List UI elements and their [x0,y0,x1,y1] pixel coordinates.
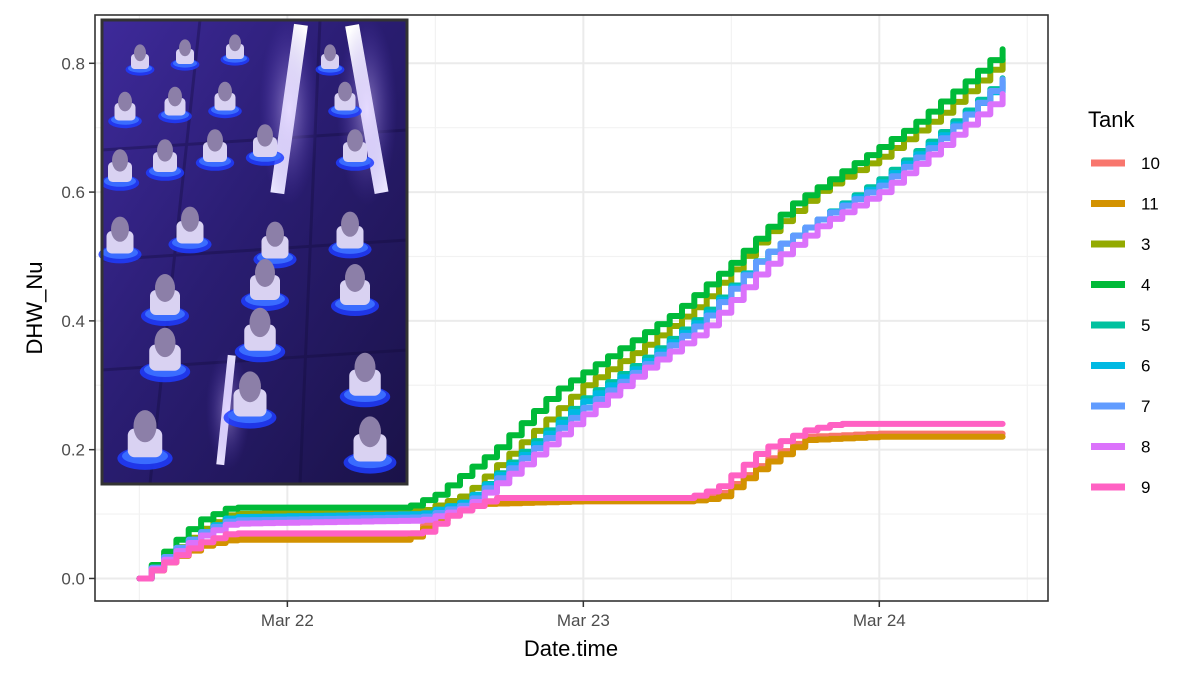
coral-plug [331,264,379,316]
series-layer [136,46,1006,582]
legend-label-tank-9: 9 [1141,478,1150,497]
y-tick-label: 0.6 [61,183,85,202]
series-line-tank-7 [136,76,1006,582]
coral-plug [141,274,189,326]
y-tick-label: 0.2 [61,441,85,460]
y-axis: 0.0 0.2 0.4 0.6 0.8 [61,54,95,588]
coral-plug [343,416,397,474]
coral-plug [315,44,345,76]
series-line-tank-8 [136,91,1006,582]
legend-label-tank-7: 7 [1141,397,1150,416]
legend-label-tank-11: 11 [1141,195,1159,214]
y-axis-title: DHW_Nu [22,262,47,355]
legend-label-tank-3: 3 [1141,235,1150,254]
x-tick-label: Mar 22 [261,611,314,630]
series-line-tank-11 [136,433,1006,582]
legend-label-tank-6: 6 [1141,357,1150,376]
coral-plug [168,206,212,254]
series-line-tank-9 [136,420,1006,582]
coral-plug [98,216,142,264]
y-tick-label: 0.8 [61,54,85,73]
x-axis: Mar 22 Mar 23 Mar 24 [261,601,906,630]
legend-label-tank-8: 8 [1141,438,1150,457]
coral-plug [223,371,277,429]
series-line-tank-3 [136,56,1006,582]
coral-plug [241,259,289,311]
legend-title: Tank [1088,107,1135,132]
coral-plug [335,129,375,171]
coral-plug [328,81,362,119]
coral-plug [139,327,191,383]
y-tick-label: 0.4 [61,312,85,331]
coral-plug [117,410,173,470]
y-tick-label: 0.0 [61,569,85,588]
legend-label-tank-10: 10 [1141,154,1160,173]
coral-plug [125,44,155,76]
x-tick-label: Mar 23 [557,611,610,630]
legend-label-tank-5: 5 [1141,316,1150,335]
x-axis-title: Date.time [524,636,618,661]
x-tick-label: Mar 24 [853,611,906,630]
coral-plug [208,81,242,119]
inset-coral-photo [98,15,409,486]
coral-plug [195,129,235,171]
coral-plug [220,34,250,66]
coral-plug [328,211,372,259]
coral-plug [145,139,185,181]
coral-plug [245,124,285,166]
legend-label-tank-4: 4 [1141,276,1150,295]
coral-plug [158,86,192,124]
coral-plug [170,39,200,71]
legend: Tank 10 11 3 4 5 6 7 8 9 [1088,107,1160,497]
coral-plug [339,352,391,408]
series-line-tank-4 [136,46,1006,582]
plot-border [94,14,1049,602]
coral-plug [108,91,142,129]
coral-plug [234,307,286,363]
coral-plug [100,149,140,191]
